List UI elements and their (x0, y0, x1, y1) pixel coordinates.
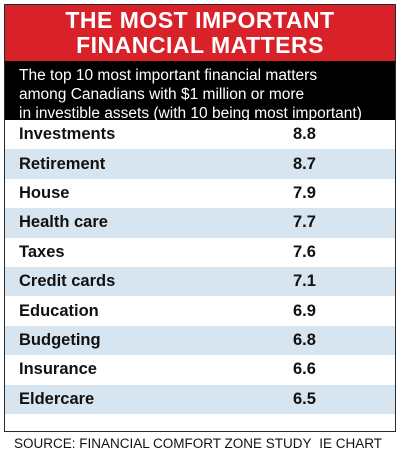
table-row: Credit cards 7.1 (5, 266, 395, 297)
table-row: Taxes 7.6 (5, 238, 395, 267)
row-label: Eldercare (19, 389, 95, 408)
row-value: 7.9 (293, 183, 316, 202)
row-label: Insurance (19, 360, 97, 379)
subtitle-line-1: The top 10 most important financial matt… (19, 67, 318, 84)
source-note: SOURCE: FINANCIAL COMFORT ZONE STUDY (14, 436, 312, 451)
subtitle-line-2: among Canadians with $1 million or more (19, 86, 305, 103)
row-value: 7.6 (293, 242, 316, 261)
row-value: 6.6 (293, 360, 316, 379)
subtitle-line-3: in investible assets (with 10 being most… (19, 105, 362, 122)
subtitle-banner: The top 10 most important financial matt… (5, 61, 395, 122)
table-row: Investments 8.8 (5, 120, 395, 149)
row-label: Budgeting (19, 330, 101, 349)
row-label: House (19, 183, 70, 202)
table-row: House 7.9 (5, 179, 395, 208)
row-label: Credit cards (19, 272, 116, 291)
row-value: 6.9 (293, 301, 316, 320)
row-value: 7.1 (293, 272, 316, 291)
table-row: Health care 7.7 (5, 208, 395, 238)
row-value: 8.7 (293, 154, 316, 173)
table-row: Retirement 8.7 (5, 149, 395, 179)
row-value: 7.7 (293, 213, 316, 232)
row-label: Education (19, 301, 99, 320)
row-label: Health care (19, 213, 108, 232)
table-row: Budgeting 6.8 (5, 325, 395, 356)
row-value: 6.5 (293, 389, 316, 408)
row-value: 6.8 (293, 330, 316, 349)
table-row: Eldercare 6.5 (5, 384, 395, 414)
row-label: Investments (19, 125, 116, 144)
table-row: Education 6.9 (5, 296, 395, 325)
table-row: Insurance 6.6 (5, 355, 395, 384)
row-value: 8.8 (293, 125, 316, 144)
table-body: Investments 8.8 Retirement 8.7 House 7.9 Healt… (5, 120, 395, 414)
row-label: Retirement (19, 154, 106, 173)
chart-credit: IE CHART (319, 436, 382, 451)
title-line-2: FINANCIAL MATTERS (76, 32, 324, 58)
chart-frame: THE MOST IMPORTANT FINANCIAL MATTERS The… (4, 4, 396, 432)
title-line-1: THE MOST IMPORTANT (65, 7, 335, 33)
row-label: Taxes (19, 242, 65, 261)
title-banner: THE MOST IMPORTANT FINANCIAL MATTERS (5, 5, 395, 61)
